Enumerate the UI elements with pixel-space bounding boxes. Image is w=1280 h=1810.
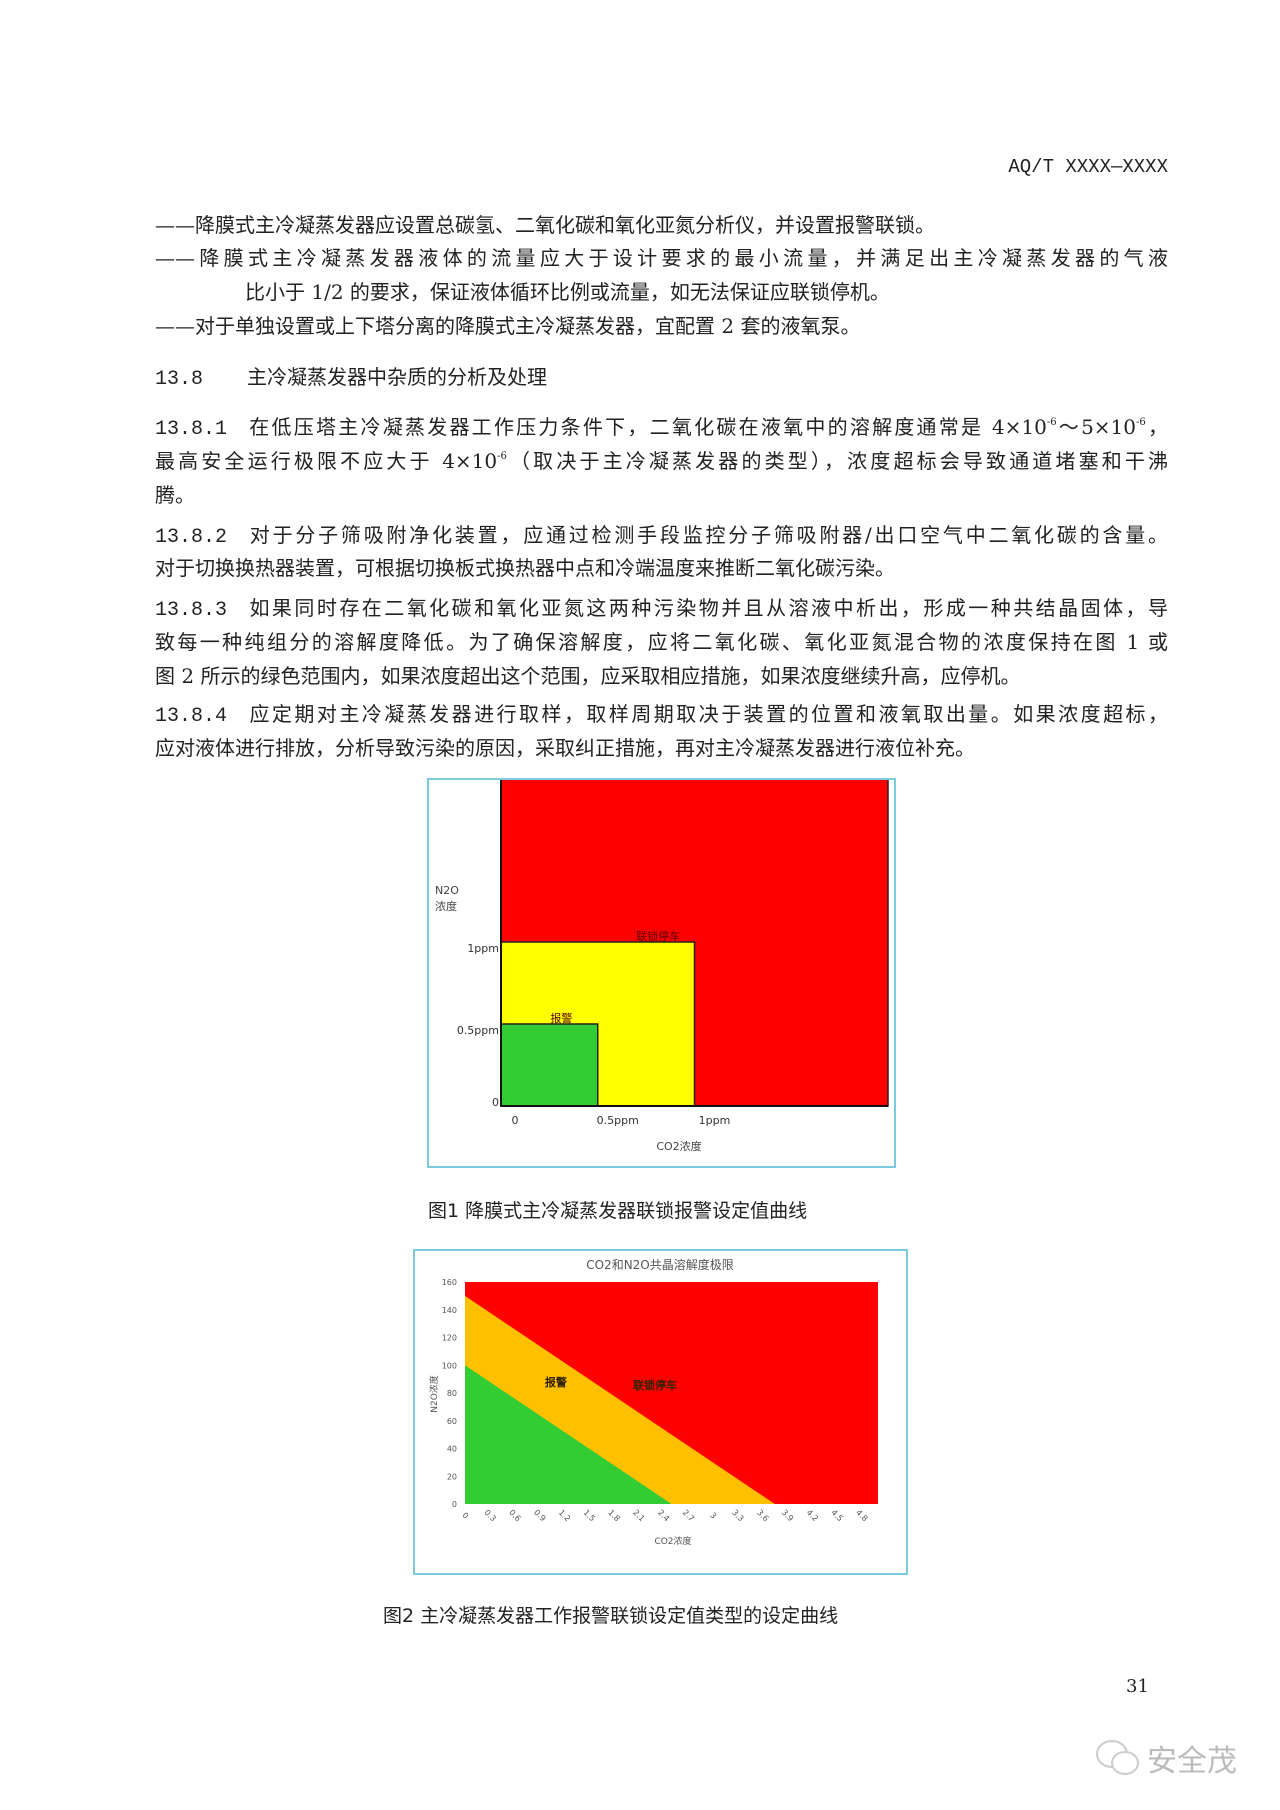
- section-title: 主冷凝蒸发器中杂质的分析及处理: [247, 365, 547, 389]
- clause-13-8-2-line-2: 对于切换换热器装置，可根据切换板式换热器中点和冷端温度来推断二氧化碳污染。: [155, 556, 895, 580]
- x-tick-label: 0.3: [482, 1508, 497, 1523]
- bullet-2-line-1: ——降膜式主冷凝蒸发器液体的流量应大于设计要求的最小流量，并满足出主冷凝蒸发器的…: [155, 246, 1168, 270]
- figure-1-caption: 图1 降膜式主冷凝蒸发器联锁报警设定值曲线: [428, 1200, 808, 1222]
- text: ，: [1145, 415, 1168, 439]
- region-label: 联锁停车: [633, 1378, 677, 1392]
- x-tick-label: 0.9: [532, 1508, 547, 1523]
- x-tick-label: 1ppm: [699, 1114, 731, 1127]
- text: 最高安全运行极限不应大于 4×10: [155, 449, 498, 473]
- x-tick-label: 0.5ppm: [597, 1114, 639, 1127]
- clause-number: 13.8.4: [155, 705, 228, 728]
- y-tick-label: 120: [442, 1334, 457, 1343]
- region-label: 报警: [545, 1375, 567, 1389]
- region-label: 报警: [550, 1011, 572, 1025]
- x-tick-label: 3: [708, 1511, 718, 1521]
- region-safe: [465, 1365, 672, 1504]
- x-tick-label: 2.4: [656, 1508, 671, 1523]
- text: （取决于主冷凝蒸发器的类型），浓度超标会导致通道堵塞和干沸: [506, 449, 1169, 473]
- watermark-text: 安全茂: [1147, 1744, 1237, 1779]
- x-axis-label: CO2浓度: [656, 1139, 701, 1153]
- x-tick-label: 2.1: [631, 1508, 646, 1523]
- chart-title: CO2和N2O共晶溶解度极限: [586, 1257, 734, 1272]
- y-tick-label: 60: [447, 1417, 457, 1426]
- text: 应定期对主冷凝蒸发器进行取样，取样周期取决于装置的位置和液氧取出量。如果浓度超标…: [247, 702, 1168, 726]
- clause-13-8-2-line-1: 13.8.2 对于分子筛吸附净化装置，应通过检测手段监控分子筛吸附器/出口空气中二…: [155, 518, 1168, 555]
- section-number: 13.8: [155, 368, 204, 391]
- y-axis-label: 浓度: [435, 899, 457, 913]
- text: 如果同时存在二氧化碳和氧化亚氮这两种污染物并且从溶液中析出，形成一种共结晶固体，…: [247, 596, 1168, 620]
- y-tick-label: 40: [447, 1445, 457, 1454]
- x-tick-label: 3.6: [755, 1508, 770, 1523]
- clause-13-8-3-line-3: 图 2 所示的绿色范围内，如果浓度超出这个范围，应采取相应措施，如果浓度继续升高…: [155, 664, 1021, 688]
- y-tick-label: 0.5ppm: [457, 1024, 499, 1037]
- x-tick-label: 0: [460, 1511, 470, 1521]
- x-tick-label: 1.2: [557, 1508, 572, 1523]
- x-tick-label: 4.2: [805, 1508, 820, 1523]
- bullet-1: ——降膜式主冷凝蒸发器应设置总碳氢、二氧化碳和氧化亚氮分析仪，并设置报警联锁。: [155, 213, 935, 237]
- text: ～5×10: [1056, 415, 1136, 439]
- y-tick-label: 1ppm: [467, 942, 499, 955]
- y-tick-label: 20: [447, 1472, 457, 1481]
- clause-13-8-3-line-2: 致每一种纯组分的溶解度降低。为了确保溶解度，应将二氧化碳、氧化亚氮混合物的浓度保…: [155, 630, 1168, 654]
- x-tick-label: 1.8: [606, 1508, 621, 1523]
- clause-13-8-1-line-2: 最高安全运行极限不应大于 4×10-6（取决于主冷凝蒸发器的类型），浓度超标会导…: [155, 444, 1168, 478]
- wechat-icon: [1096, 1740, 1139, 1775]
- x-tick-label: 4.5: [829, 1508, 844, 1523]
- superscript: -6: [497, 451, 507, 462]
- bullet-3: ——对于单独设置或上下塔分离的降膜式主冷凝蒸发器，宜配置 2 套的液氧泵。: [155, 314, 861, 338]
- page-number: 31: [1126, 1676, 1149, 1697]
- y-axis-label: N2O: [435, 884, 459, 897]
- text: 对于分子筛吸附净化装置，应通过检测手段监控分子筛吸附器/出口空气中二氧化碳的含量…: [247, 523, 1168, 547]
- bullet-2-line-2: 比小于 1/2 的要求，保证液体循环比例或流量，如无法保证应联锁停机。: [245, 280, 890, 304]
- region-label: 联锁停车: [636, 929, 680, 943]
- superscript: -6: [1136, 417, 1146, 428]
- text: 在低压塔主冷凝蒸发器工作压力条件下，二氧化碳在液氧中的溶解度通常是 4×10: [247, 415, 1047, 439]
- x-axis-label: CO2浓度: [654, 1535, 691, 1547]
- clause-13-8-4-line-2: 应对液体进行排放，分析导致污染的原因，采取纠正措施，再对主冷凝蒸发器进行液位补充…: [155, 736, 975, 760]
- figure-2-chart: CO2和N2O共晶溶解度极限 0 20 40 60 80 100 120 140 160 0 0.3 0…: [428, 1257, 878, 1547]
- y-tick-label: 0: [492, 1096, 499, 1109]
- y-axis-label: N2O浓度: [428, 1375, 440, 1413]
- y-tick-label: 100: [442, 1361, 457, 1370]
- y-tick-label: 80: [447, 1389, 457, 1398]
- figure-2: CO2和N2O共晶溶解度极限 0 20 40 60 80 100 120 140 160 0 0.3 0…: [413, 1249, 908, 1575]
- x-tick-label: 3.9: [780, 1508, 795, 1523]
- y-tick-label: 160: [442, 1278, 457, 1287]
- x-tick-label: 1.5: [582, 1508, 597, 1523]
- clause-13-8-1-line-3: 腾。: [155, 483, 195, 507]
- x-tick-label: 3.3: [730, 1508, 745, 1523]
- figure-2-caption: 图2 主冷凝蒸发器工作报警联锁设定值类型的设定曲线: [383, 1605, 839, 1627]
- clause-13-8-4-line-1: 13.8.4 应定期对主冷凝蒸发器进行取样，取样周期取决于装置的位置和液氧取出量。…: [155, 697, 1168, 734]
- x-tick-label: 0.6: [507, 1508, 522, 1523]
- clause-number: 13.8.3: [155, 599, 228, 622]
- clause-number: 13.8.1: [155, 418, 228, 441]
- y-tick-label: 140: [442, 1306, 457, 1315]
- clause-13-8-1-line-1: 13.8.1 在低压塔主冷凝蒸发器工作压力条件下，二氧化碳在液氧中的溶解度通常是 …: [155, 410, 1168, 447]
- x-tick-label: 4.8: [854, 1508, 869, 1523]
- x-tick-label: 2.7: [681, 1508, 696, 1523]
- figure-1: 0 0.5ppm 1ppm 0 0.5ppm 1ppm 联锁停车报警 CO2浓度 N2O 浓度: [427, 777, 896, 1168]
- clause-13-8-3-line-1: 13.8.3 如果同时存在二氧化碳和氧化亚氮这两种污染物并且从溶液中析出，形成一种…: [155, 591, 1168, 628]
- section-heading: 13.8 主冷凝蒸发器中杂质的分析及处理: [155, 360, 1168, 397]
- document-code: AQ/T XXXX—XXXX: [1008, 156, 1168, 178]
- y-tick-label: 0: [452, 1500, 457, 1509]
- superscript: -6: [1046, 417, 1057, 428]
- x-tick-label: 0: [512, 1114, 519, 1127]
- watermark: 安全茂: [1095, 1736, 1237, 1780]
- region-2: [500, 1023, 599, 1107]
- clause-number: 13.8.2: [155, 526, 228, 549]
